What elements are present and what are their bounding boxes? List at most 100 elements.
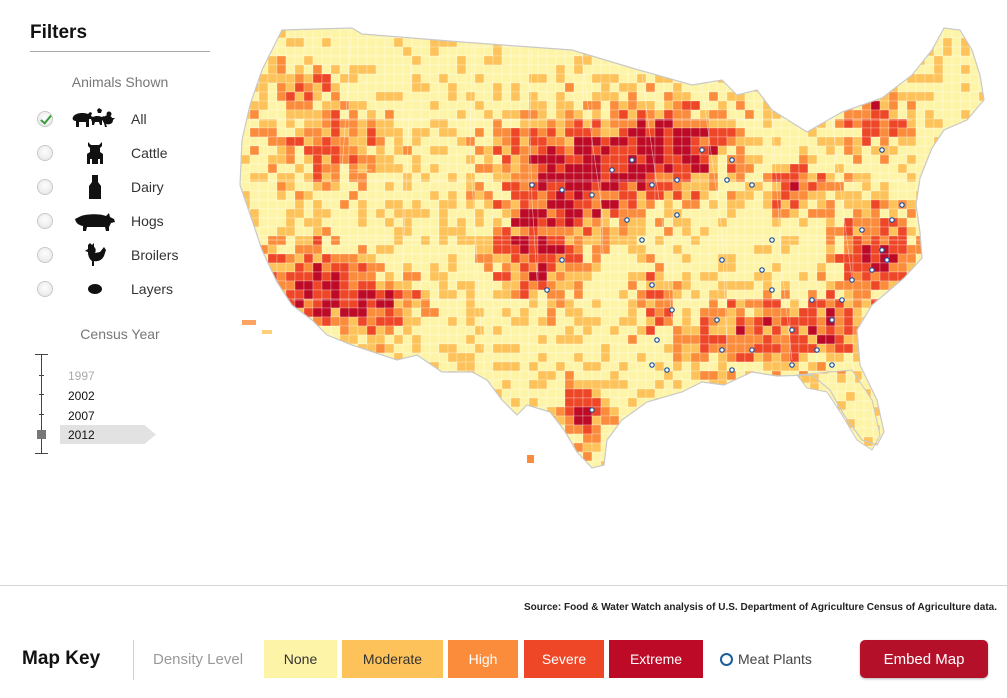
county-cell[interactable] [882,374,891,383]
county-cell[interactable] [240,127,251,138]
county-cell[interactable] [573,415,584,426]
county-cell[interactable] [483,424,494,435]
county-cell[interactable] [627,343,638,354]
county-cell[interactable] [825,73,836,84]
county-cell[interactable] [654,280,665,291]
county-cell[interactable] [852,82,863,93]
county-cell[interactable] [456,244,467,255]
county-cell[interactable] [780,64,791,75]
county-cell[interactable] [888,100,899,111]
county-cell[interactable] [232,253,242,264]
county-cell[interactable] [834,253,845,264]
county-cell[interactable] [573,460,584,470]
county-cell[interactable] [636,343,647,354]
county-cell[interactable] [357,352,368,363]
county-cell[interactable] [321,46,332,57]
county-cell[interactable] [492,226,503,237]
county-cell[interactable] [789,388,800,399]
county-cell[interactable] [800,400,811,411]
county-cell[interactable] [465,46,476,57]
county-cell[interactable] [313,470,322,479]
county-cell[interactable] [447,451,458,462]
county-cell[interactable] [753,190,764,201]
county-cell[interactable] [924,181,935,192]
county-cell[interactable] [843,73,854,84]
county-cell[interactable] [906,217,917,228]
county-cell[interactable] [537,28,548,39]
county-cell[interactable] [924,451,935,462]
county-cell[interactable] [744,361,755,372]
county-cell[interactable] [726,397,737,408]
county-cell[interactable] [564,271,575,282]
county-cell[interactable] [357,388,368,399]
county-cell[interactable] [375,226,386,237]
county-cell[interactable] [582,325,593,336]
county-cell[interactable] [933,181,944,192]
county-cell[interactable] [870,361,881,372]
county-cell[interactable] [348,415,359,426]
county-cell[interactable] [294,451,305,462]
county-cell[interactable] [312,55,323,66]
county-cell[interactable] [924,253,935,264]
county-cell[interactable] [330,379,341,390]
county-cell[interactable] [591,154,602,165]
county-cell[interactable] [357,361,368,372]
county-cell[interactable] [879,280,890,291]
county-cell[interactable] [474,181,485,192]
county-cell[interactable] [861,145,872,156]
county-cell[interactable] [942,271,953,282]
county-cell[interactable] [888,145,899,156]
us-county-density-map[interactable] [232,20,1007,520]
county-cell[interactable] [285,100,296,111]
county-cell[interactable] [807,100,818,111]
county-cell[interactable] [663,406,674,417]
county-cell[interactable] [420,181,431,192]
county-cell[interactable] [294,145,305,156]
county-cell[interactable] [879,460,890,470]
county-cell[interactable] [483,361,494,372]
county-cell[interactable] [636,145,647,156]
county-cell[interactable] [420,28,431,39]
county-cell[interactable] [762,190,773,201]
county-cell[interactable] [798,118,809,129]
county-cell[interactable] [924,190,935,201]
county-cell[interactable] [294,343,305,354]
county-cell[interactable] [510,46,521,57]
county-cell[interactable] [582,82,593,93]
county-cell[interactable] [789,199,800,210]
county-cell[interactable] [915,370,926,381]
county-cell[interactable] [879,406,890,417]
county-cell[interactable] [232,73,242,84]
county-cell[interactable] [834,100,845,111]
county-cell[interactable] [699,181,710,192]
county-cell[interactable] [951,460,962,470]
county-cell[interactable] [366,208,377,219]
county-cell[interactable] [888,136,899,147]
county-cell[interactable] [339,289,350,300]
county-cell[interactable] [411,325,422,336]
county-cell[interactable] [744,91,755,102]
county-cell[interactable] [970,479,979,488]
county-cell[interactable] [547,470,556,479]
county-cell[interactable] [357,397,368,408]
county-cell[interactable] [528,361,539,372]
county-cell[interactable] [303,235,314,246]
county-cell[interactable] [880,470,889,479]
county-cell[interactable] [762,451,773,462]
county-cell[interactable] [348,136,359,147]
county-cell[interactable] [854,400,865,411]
county-cell[interactable] [969,451,980,462]
county-cell[interactable] [375,325,386,336]
county-cell[interactable] [844,470,853,479]
county-cell[interactable] [375,28,386,39]
county-cell[interactable] [240,415,251,426]
county-cell[interactable] [600,343,611,354]
county-cell[interactable] [456,127,467,138]
county-cell[interactable] [798,343,809,354]
county-cell[interactable] [969,100,980,111]
county-cell[interactable] [654,46,665,57]
county-cell[interactable] [906,64,917,75]
county-cell[interactable] [366,55,377,66]
county-cell[interactable] [393,91,404,102]
county-cell[interactable] [429,136,440,147]
